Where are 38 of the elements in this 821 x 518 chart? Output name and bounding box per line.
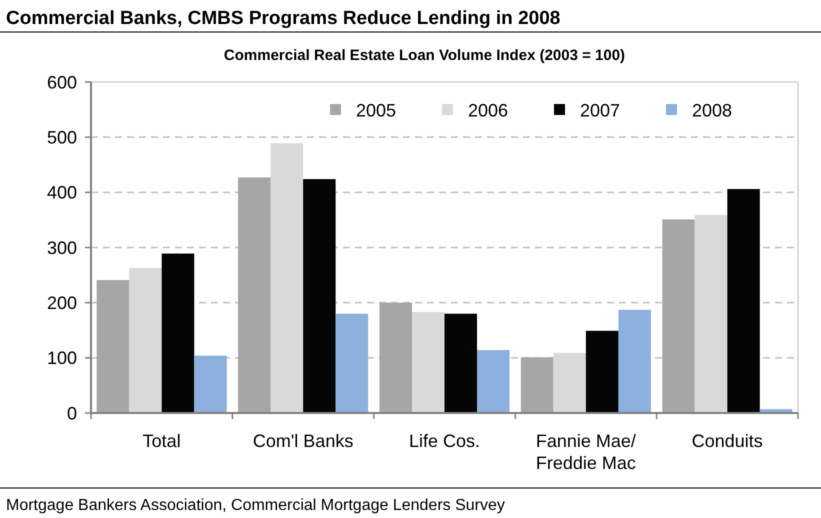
bar — [694, 214, 728, 413]
x-tick-label: Conduits — [692, 431, 763, 451]
bar — [444, 314, 478, 413]
bar — [553, 352, 586, 413]
chart-subtitle: Commercial Real Estate Loan Volume Index (2003 = 100) — [224, 47, 626, 64]
bar — [336, 314, 368, 413]
x-tick-label: Fannie Mae/ Freddie Mac — [536, 431, 636, 473]
legend-label: 2007 — [580, 100, 620, 120]
bar — [270, 143, 304, 413]
legend-label: 2008 — [692, 100, 732, 120]
y-tick-label: 0 — [66, 403, 77, 424]
x-tick-label: Total — [142, 431, 181, 451]
bar — [586, 330, 618, 413]
bar — [238, 177, 271, 413]
y-tick-label: 200 — [46, 292, 77, 313]
bar — [129, 268, 162, 413]
bar — [412, 312, 444, 413]
text: Mortgage Bankers Association, Commercial Mortgage Lenders Survey — [6, 497, 505, 514]
y-tick-label: 400 — [46, 182, 77, 203]
bar — [162, 254, 194, 413]
bar — [194, 356, 227, 413]
bar — [520, 357, 554, 413]
y-tick-label: 600 — [46, 72, 77, 92]
y-tick-label: 500 — [46, 127, 77, 148]
legend-label: 2005 — [356, 100, 396, 120]
y-tick-label: 100 — [46, 348, 77, 368]
chart-title: Commercial Banks, CMBS Programs Reduce Lending in 2008 — [6, 8, 560, 29]
bar — [379, 302, 412, 413]
bar — [477, 350, 510, 413]
bar — [303, 179, 336, 413]
x-tick-label: Com'l Banks — [252, 431, 354, 451]
x-tick-label: Life Cos. — [408, 431, 480, 451]
bar — [662, 219, 695, 413]
y-tick-label: 300 — [46, 238, 77, 258]
bar — [96, 280, 130, 413]
legend-label: 2006 — [468, 100, 508, 120]
bar — [727, 189, 760, 413]
bar — [618, 310, 651, 413]
